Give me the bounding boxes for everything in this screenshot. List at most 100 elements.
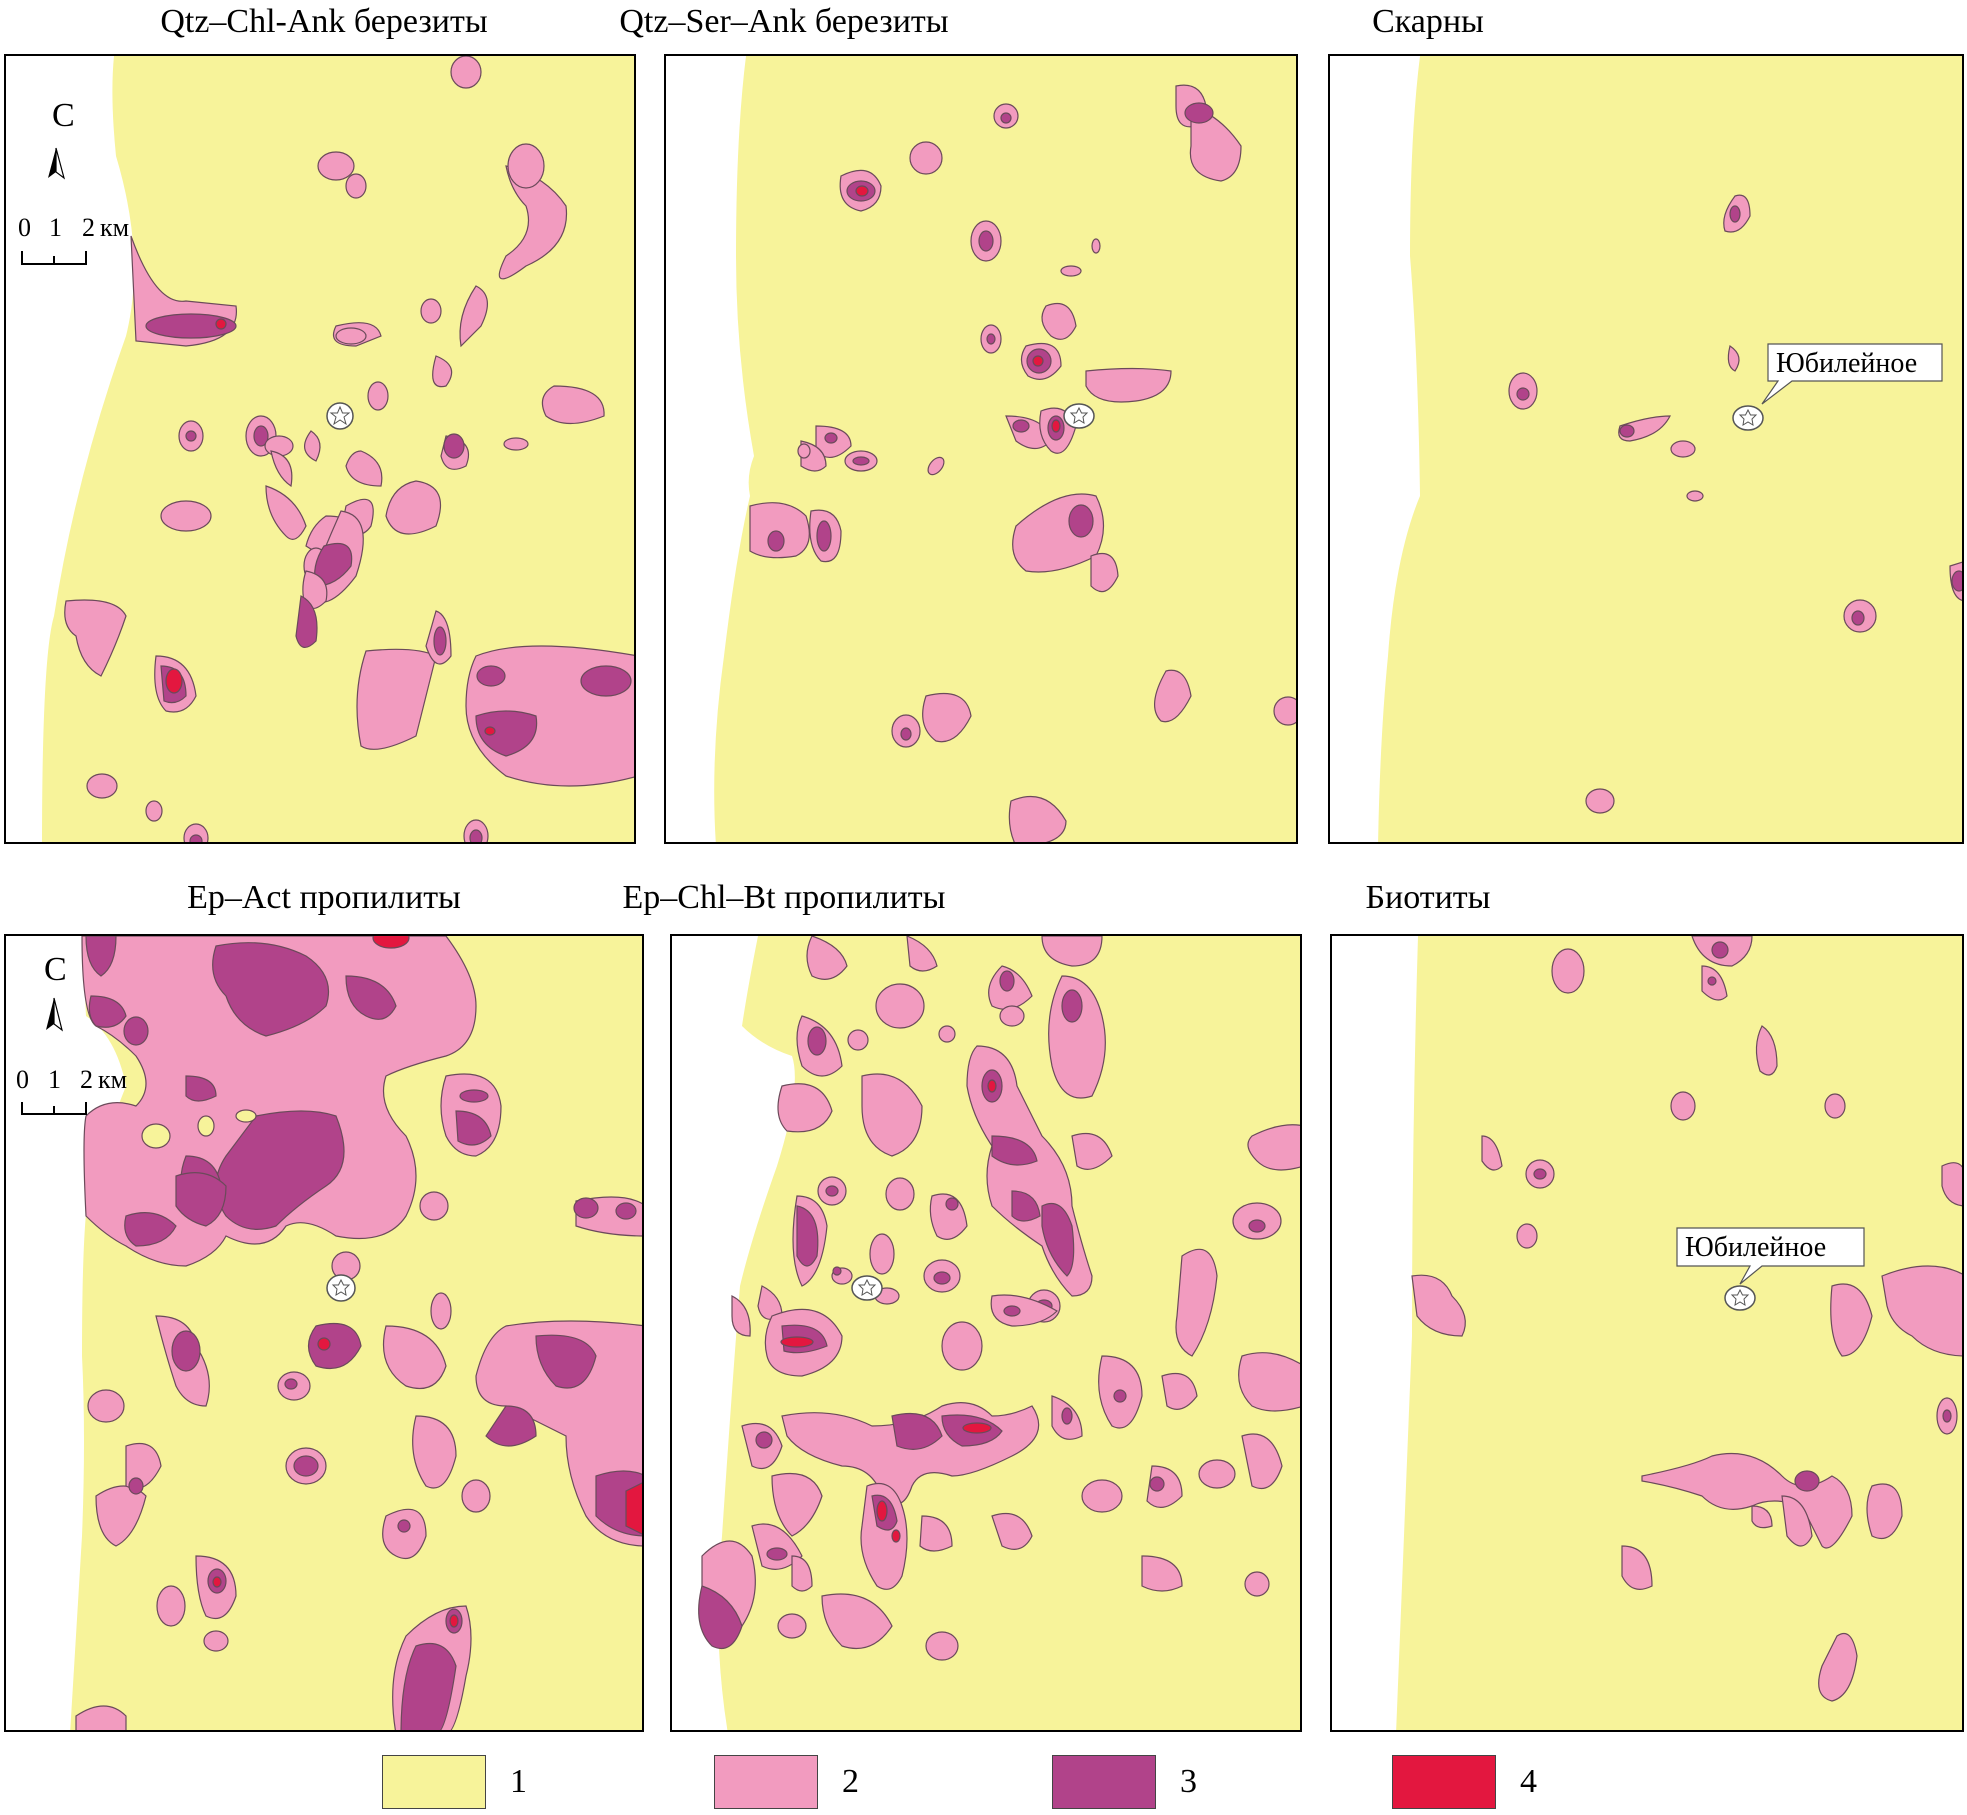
map-skarns: Юбилейное	[1378, 56, 1962, 842]
anomaly-zone	[432, 355, 453, 388]
legend-label: 2	[842, 1763, 859, 1800]
map-panel-ep-chl-bt	[670, 934, 1302, 1732]
legend-swatch	[1392, 1755, 1496, 1809]
anomaly-zone	[855, 185, 869, 197]
anomaly-zone	[503, 437, 529, 451]
anomaly-zone	[876, 1500, 888, 1522]
anomaly-zone	[541, 385, 605, 425]
anomaly-zone	[75, 1705, 127, 1730]
anomaly-zone	[455, 1110, 492, 1146]
anomaly-zone	[791, 1555, 813, 1592]
panel-title-qtz-ser-ank: Qtz–Ser–Ank березиты	[619, 3, 949, 40]
anomaly-zone	[1248, 1219, 1266, 1233]
anomaly-zone	[991, 1135, 1038, 1166]
anomaly-zone	[755, 1431, 773, 1449]
legend-item-3: 3	[1052, 1755, 1222, 1810]
anomaly-zone	[933, 1271, 951, 1285]
anomaly-zone	[1686, 490, 1704, 502]
anomaly-zone	[212, 1576, 222, 1588]
deposit-marker	[1732, 405, 1764, 431]
anomaly-zone	[906, 936, 938, 972]
anomaly-zone	[806, 936, 848, 980]
anomaly-zone	[797, 443, 811, 459]
scale-tick: 2	[82, 213, 95, 242]
zone-background	[714, 56, 1296, 842]
map-ep-act: С 0 1 2 км	[16, 936, 642, 1730]
anomaly-zone	[450, 56, 482, 89]
anomaly-zone	[385, 480, 442, 535]
north-label: С	[52, 97, 75, 134]
anomaly-zone	[175, 1172, 227, 1227]
legend-item-4: 4	[1392, 1755, 1562, 1810]
north-arrow-icon	[48, 147, 66, 180]
anomaly-zone	[777, 1083, 833, 1133]
scale-tick: 0	[16, 1065, 29, 1094]
anomaly-zone	[749, 502, 810, 559]
legend-swatch	[1052, 1755, 1156, 1809]
legend-swatch	[714, 1755, 818, 1809]
anomaly-zone	[573, 1197, 599, 1219]
anomaly-zone	[1032, 355, 1044, 367]
anomaly-zone	[475, 710, 538, 757]
anomaly-zone	[891, 1412, 943, 1450]
map-ep-chl-bt	[698, 936, 1300, 1730]
anomaly-zone	[212, 942, 330, 1037]
deposit-callout-box	[1676, 1227, 1865, 1285]
anomaly-zone	[293, 1455, 319, 1477]
deposit-marker	[1063, 403, 1095, 429]
anomaly-zone	[345, 173, 367, 199]
scale-bar: 0 1 2 км	[16, 1065, 127, 1115]
anomaly-zone	[485, 1405, 537, 1447]
anomaly-zone	[941, 1321, 983, 1371]
anomaly-zone	[356, 648, 437, 750]
anomaly-zone	[1585, 788, 1615, 814]
anomaly-zone	[507, 143, 545, 189]
anomaly-zone	[304, 430, 321, 462]
anomaly-zone	[253, 425, 269, 447]
anomaly-zone	[185, 1075, 217, 1102]
anomaly-zone	[123, 1016, 149, 1046]
anomaly-zone	[197, 1115, 215, 1137]
anomaly-zone	[1189, 105, 1242, 182]
anomaly-zone	[1068, 504, 1094, 538]
anomaly-zone	[885, 1177, 915, 1211]
anomaly-zone	[420, 298, 442, 324]
anomaly-zone	[367, 381, 389, 411]
deposit-marker	[1724, 1285, 1756, 1311]
anomaly-zone	[461, 1479, 491, 1513]
anomaly-zone	[999, 970, 1015, 992]
anomaly-zone	[1041, 936, 1103, 967]
anomaly-zone	[1533, 1168, 1547, 1180]
anomaly-zone	[1641, 1452, 1853, 1549]
anomaly-zone	[580, 665, 632, 697]
anomaly-zone	[1012, 419, 1030, 433]
scale-tick: 2	[80, 1065, 93, 1094]
anomaly-zone	[284, 1378, 298, 1390]
anomaly-zone	[484, 726, 496, 736]
anomaly-zone	[821, 1593, 893, 1650]
anomaly-zone	[869, 1233, 895, 1275]
anomaly-zone	[185, 430, 197, 442]
anomaly-zone	[88, 995, 127, 1028]
anomaly-zone	[345, 975, 397, 1020]
anomaly-zone	[1516, 1223, 1538, 1249]
anomaly-zone	[1751, 1505, 1773, 1529]
anomaly-zone	[124, 1212, 177, 1247]
anomaly-zone	[317, 151, 355, 181]
anomaly-zone	[1942, 1409, 1952, 1423]
north-label: С	[44, 951, 67, 988]
anomaly-zone	[372, 936, 410, 949]
anomaly-zone	[1941, 1162, 1962, 1207]
anomaly-zone	[891, 1529, 901, 1543]
panel-title-ep-act: Ep–Act пропилиты	[187, 879, 461, 916]
legend-label: 3	[1180, 1763, 1197, 1800]
anomaly-zone	[382, 1508, 427, 1560]
anomaly-zone	[1411, 1274, 1466, 1337]
scale-unit: км	[98, 1065, 127, 1094]
anomaly-zone	[731, 1295, 751, 1337]
anomaly-zone	[909, 141, 943, 175]
anomaly-zone	[1818, 1632, 1858, 1702]
anomaly-zone	[295, 595, 318, 648]
anomaly-zone	[860, 1482, 908, 1590]
anomaly-zone	[861, 1073, 923, 1157]
